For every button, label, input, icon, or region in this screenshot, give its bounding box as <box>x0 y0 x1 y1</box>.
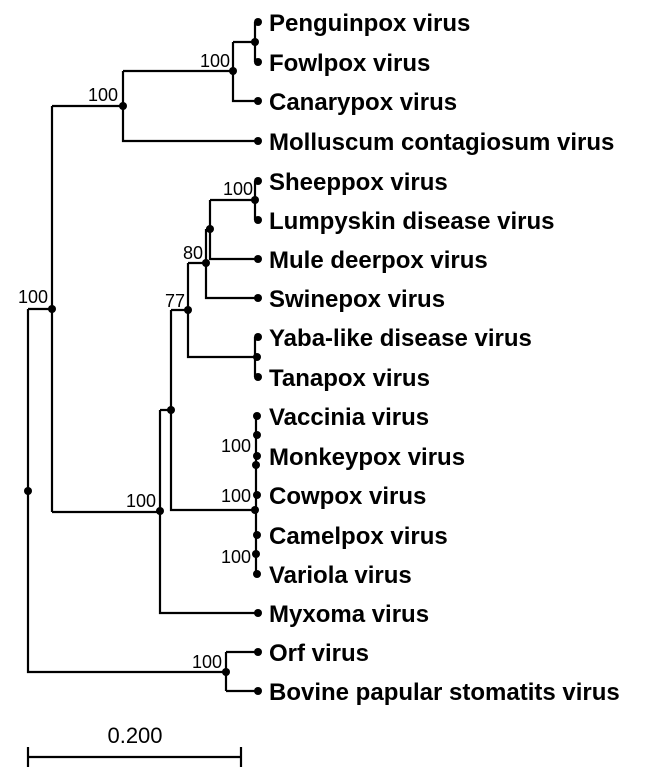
taxon-label: Penguinpox virus <box>269 10 470 37</box>
taxon-label: Yaba-like disease virus <box>269 325 532 352</box>
bootstrap-value: 100 <box>126 491 156 511</box>
taxon-label: Sheeppox virus <box>269 169 448 196</box>
bootstrap-value: 100 <box>18 287 48 307</box>
bootstrap-labels: 100 100 100 100 80 77 100 100 100 100 10… <box>18 51 253 672</box>
taxon-label: Mule deerpox virus <box>269 247 488 274</box>
taxon-label: Swinepox virus <box>269 286 445 313</box>
taxon-label: Fowlpox virus <box>269 50 430 77</box>
taxon-label: Camelpox virus <box>269 523 448 550</box>
bootstrap-value: 100 <box>223 179 253 199</box>
bootstrap-value: 100 <box>88 85 118 105</box>
taxon-label: Molluscum contagiosum virus <box>269 129 614 156</box>
taxon-label: Cowpox virus <box>269 483 426 510</box>
scale-bar: 0.200 <box>26 723 243 767</box>
bootstrap-value: 80 <box>183 243 203 263</box>
taxon-label: Monkeypox virus <box>269 444 465 471</box>
scale-bar-label: 0.200 <box>107 723 162 748</box>
bootstrap-value: 100 <box>221 486 251 506</box>
bootstrap-value: 100 <box>221 547 251 567</box>
bootstrap-value: 100 <box>221 436 251 456</box>
taxon-label: Lumpyskin disease virus <box>269 208 554 235</box>
taxon-label: Canarypox virus <box>269 89 457 116</box>
taxon-label: Bovine papular stomatits virus <box>269 679 620 706</box>
taxon-label: Vaccinia virus <box>269 404 429 431</box>
bootstrap-value: 100 <box>200 51 230 71</box>
tree-branches <box>26 22 258 693</box>
taxon-label: Tanapox virus <box>269 365 430 392</box>
bootstrap-value: 77 <box>165 291 185 311</box>
taxon-label: Myxoma virus <box>269 601 429 628</box>
taxon-labels: Penguinpox virus Fowlpox virus Canarypox… <box>269 10 620 706</box>
taxon-label: Orf virus <box>269 640 369 667</box>
node-dots <box>24 18 262 695</box>
bootstrap-value: 100 <box>192 652 222 672</box>
taxon-label: Variola virus <box>269 562 412 589</box>
